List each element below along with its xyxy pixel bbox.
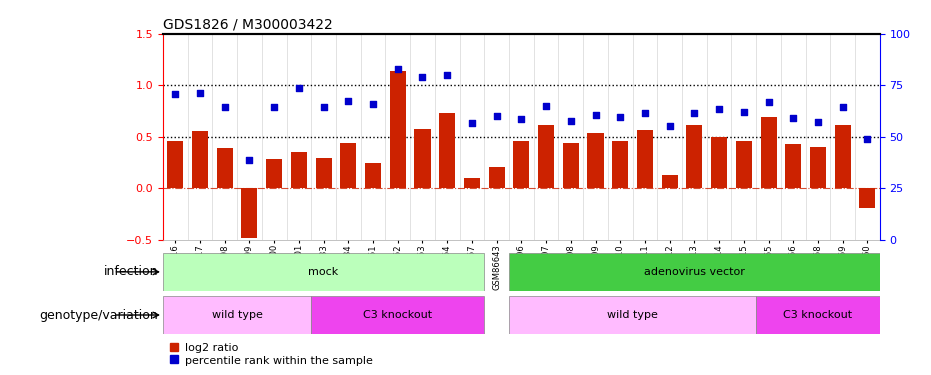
Text: genotype/variation: genotype/variation (39, 309, 158, 321)
Bar (192, 131, 208, 188)
Point (341, 98, 356, 104)
Bar (785, 144, 802, 188)
Bar (316, 158, 331, 188)
Point (539, 103, 554, 109)
Bar (464, 178, 480, 188)
Bar (163, 253, 484, 291)
Point (736, 109, 751, 115)
Bar (311, 296, 484, 334)
Point (489, 113, 504, 119)
Point (662, 123, 677, 129)
Point (168, 91, 182, 97)
Point (217, 104, 232, 110)
Point (465, 120, 479, 126)
Point (291, 86, 306, 92)
Bar (509, 296, 756, 334)
Bar (859, 188, 875, 208)
Bar (562, 143, 579, 188)
Bar (835, 124, 851, 188)
Bar (290, 152, 307, 188)
Text: wild type: wild type (607, 310, 658, 320)
Text: wild type: wild type (211, 310, 263, 320)
Bar (241, 188, 258, 238)
Bar (587, 133, 603, 188)
Point (762, 99, 776, 105)
Bar (439, 113, 455, 188)
Bar (513, 141, 530, 188)
Bar (613, 141, 628, 188)
Bar (489, 167, 505, 188)
Bar (761, 117, 776, 188)
Point (811, 119, 826, 125)
Text: mock: mock (308, 267, 339, 277)
Bar (509, 253, 880, 291)
Point (711, 106, 726, 112)
Text: C3 knockout: C3 knockout (363, 310, 432, 320)
Bar (711, 137, 727, 188)
Bar (637, 130, 653, 188)
Point (687, 110, 702, 116)
Bar (365, 163, 381, 188)
Bar (735, 141, 752, 188)
Point (786, 116, 801, 122)
Legend: log2 ratio, percentile rank within the sample: log2 ratio, percentile rank within the s… (169, 343, 373, 366)
Bar (168, 141, 183, 188)
Bar (341, 143, 357, 188)
Bar (686, 124, 702, 188)
Text: infection: infection (103, 266, 158, 278)
Point (390, 66, 405, 72)
Point (563, 118, 578, 124)
Bar (538, 124, 554, 188)
Point (415, 74, 430, 80)
Bar (390, 71, 406, 188)
Bar (266, 159, 282, 188)
Text: adenovirus vector: adenovirus vector (644, 267, 745, 277)
Point (317, 104, 331, 110)
Point (266, 104, 281, 110)
Point (588, 112, 603, 118)
Text: C3 knockout: C3 knockout (783, 310, 853, 320)
Point (860, 136, 875, 142)
Point (613, 114, 627, 120)
Point (193, 90, 208, 96)
Bar (163, 296, 311, 334)
Bar (810, 147, 826, 188)
Point (439, 72, 454, 78)
Point (638, 110, 653, 116)
Point (242, 157, 257, 163)
Point (835, 104, 850, 110)
Point (366, 101, 381, 107)
Bar (662, 175, 678, 188)
Point (514, 116, 529, 122)
Text: GDS1826 / M300003422: GDS1826 / M300003422 (163, 17, 332, 31)
Bar (756, 296, 880, 334)
Bar (217, 148, 233, 188)
Bar (414, 129, 430, 188)
